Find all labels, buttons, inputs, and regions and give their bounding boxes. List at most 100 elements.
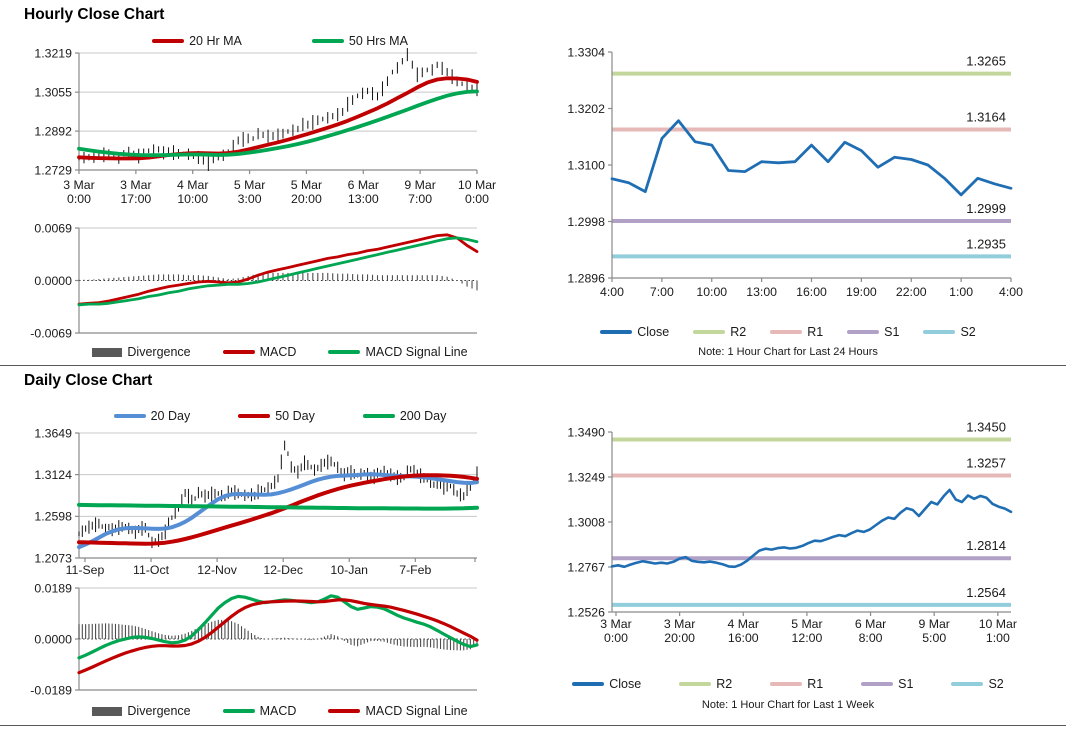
legend-label: MACD Signal Line <box>365 345 468 359</box>
y-tick-label: 1.3100 <box>567 158 605 172</box>
x-tick-label: 22:00 <box>896 285 927 299</box>
y-tick-label: 1.3490 <box>567 425 605 439</box>
x-tick-label: 13:00 <box>746 285 777 299</box>
y-tick-label: 1.3219 <box>34 46 72 60</box>
s2-level-label: 1.2564 <box>966 585 1006 600</box>
x-tick-label: 10 Mar <box>979 617 1017 631</box>
legend-label: 20 Hr MA <box>189 34 242 48</box>
legend-item-r2: R2 <box>679 677 732 691</box>
legend-label: R2 <box>730 325 747 339</box>
line-swatch-icon <box>222 708 255 714</box>
legend-item-s1: S1 <box>847 325 899 339</box>
bar-swatch-icon <box>92 706 123 716</box>
legend-label: MACD <box>259 704 297 718</box>
y-tick-label: 1.2892 <box>34 124 72 138</box>
x-tick-label: 9 Mar <box>404 178 435 192</box>
x-tick-label: 7:00 <box>650 285 674 299</box>
pivot-24h-legend: Close R2 R1 S1 S2 <box>548 324 1028 340</box>
x-tick-label: 0:00 <box>465 192 489 206</box>
legend-item-s2: S2 <box>923 325 976 339</box>
line-swatch-icon <box>847 329 880 335</box>
divergence-bars <box>78 619 478 651</box>
legend-label: Close <box>637 325 670 339</box>
legend-label: S1 <box>884 325 900 339</box>
pivot-1w-legend: Close R2 R1 S1 S2 <box>548 676 1028 692</box>
legend-item-50-hrs-ma: 50 Hrs MA <box>311 34 408 48</box>
y-tick-label: -0.0189 <box>30 683 72 697</box>
x-tick-label: 3 Mar <box>664 617 695 631</box>
legend-label: R1 <box>807 325 824 339</box>
line-swatch-icon <box>113 413 146 419</box>
legend-item-50-day: 50 Day <box>238 409 315 423</box>
x-tick-label: 5 Mar <box>234 178 265 192</box>
pivot-1w-note: Note: 1 Hour Chart for Last 1 Week <box>701 699 875 711</box>
x-tick-label: 11-Oct <box>133 563 170 577</box>
s2-level-label: 1.2935 <box>966 236 1006 251</box>
line-swatch-icon <box>572 681 605 687</box>
y-tick-label: 1.3649 <box>34 426 72 440</box>
line-swatch-icon <box>328 708 361 714</box>
legend-item-s1: S1 <box>861 677 913 691</box>
x-tick-label: 20:00 <box>664 631 695 645</box>
r1-level-label: 1.3164 <box>966 110 1006 125</box>
x-tick-label: 3 Mar <box>600 617 631 631</box>
x-tick-label: 10:00 <box>177 192 208 206</box>
legend-item-close: Close <box>600 325 669 339</box>
x-tick-label: 11-Sep <box>66 563 105 577</box>
legend-label: 50 Day <box>275 409 315 423</box>
divergence-bars <box>78 272 478 291</box>
legend-item-macd-signal-line: MACD Signal Line <box>328 704 468 718</box>
legend-item-macd: MACD <box>222 345 296 359</box>
legend-label: Divergence <box>127 345 191 359</box>
line-swatch-icon <box>152 38 185 44</box>
line-swatch-icon <box>238 413 271 419</box>
x-tick-label: 5 Mar <box>791 617 822 631</box>
legend-label: R1 <box>807 677 824 691</box>
legend-item-macd: MACD <box>222 704 297 718</box>
x-tick-label: 4 Mar <box>177 178 208 192</box>
line-swatch-icon <box>222 349 255 355</box>
x-tick-label: 7:00 <box>408 192 432 206</box>
x-tick-label: 10 Mar <box>458 178 496 192</box>
y-tick-label: 1.3249 <box>567 470 605 484</box>
x-tick-label: 1:00 <box>949 285 973 299</box>
x-tick-label: 13:00 <box>348 192 379 206</box>
line-swatch-icon <box>600 329 633 335</box>
x-tick-label: 16:00 <box>796 285 827 299</box>
x-tick-label: 8:00 <box>859 631 883 645</box>
x-tick-label: 20:00 <box>291 192 322 206</box>
y-tick-label: 0.0000 <box>34 632 72 646</box>
legend-item-macd-signal-line: MACD Signal Line <box>328 345 468 359</box>
hourly-price-legend: 20 Hr MA 50 Hrs MA <box>55 33 505 49</box>
x-tick-label: 5 Mar <box>291 178 322 192</box>
hourly-section-title: Hourly Close Chart <box>24 6 165 23</box>
daily-macd-chart: 0.0189 0.0000 -0.0189 <box>30 581 479 697</box>
legend-label: Close <box>609 677 642 691</box>
y-tick-label: 1.3055 <box>34 85 72 99</box>
macd-signal-line-series <box>77 598 479 675</box>
x-tick-label: 5:00 <box>922 631 946 645</box>
200-day-series <box>77 502 479 511</box>
legend-label: S2 <box>960 325 976 339</box>
y-tick-label: 1.2526 <box>567 605 605 619</box>
legend-label: MACD Signal Line <box>365 704 468 718</box>
r1-level-label: 1.3257 <box>966 456 1006 471</box>
y-tick-label: 0.0000 <box>34 274 72 288</box>
y-tick-label: 1.2998 <box>567 215 605 229</box>
y-tick-label: 0.0069 <box>34 221 72 235</box>
legend-item-20-day: 20 Day <box>113 409 190 423</box>
legend-item-20-hr-ma: 20 Hr MA <box>152 34 242 48</box>
y-tick-label: 1.2896 <box>567 271 605 285</box>
legend-label: S1 <box>898 677 914 691</box>
x-tick-label: 3:00 <box>238 192 262 206</box>
r2-level-label: 1.3265 <box>966 54 1006 69</box>
legend-item-r2: R2 <box>693 325 746 339</box>
y-tick-label: -0.0069 <box>30 326 72 340</box>
x-tick-label: 19:00 <box>846 285 877 299</box>
50-day-series <box>77 473 479 546</box>
x-tick-label: 4 Mar <box>728 617 759 631</box>
